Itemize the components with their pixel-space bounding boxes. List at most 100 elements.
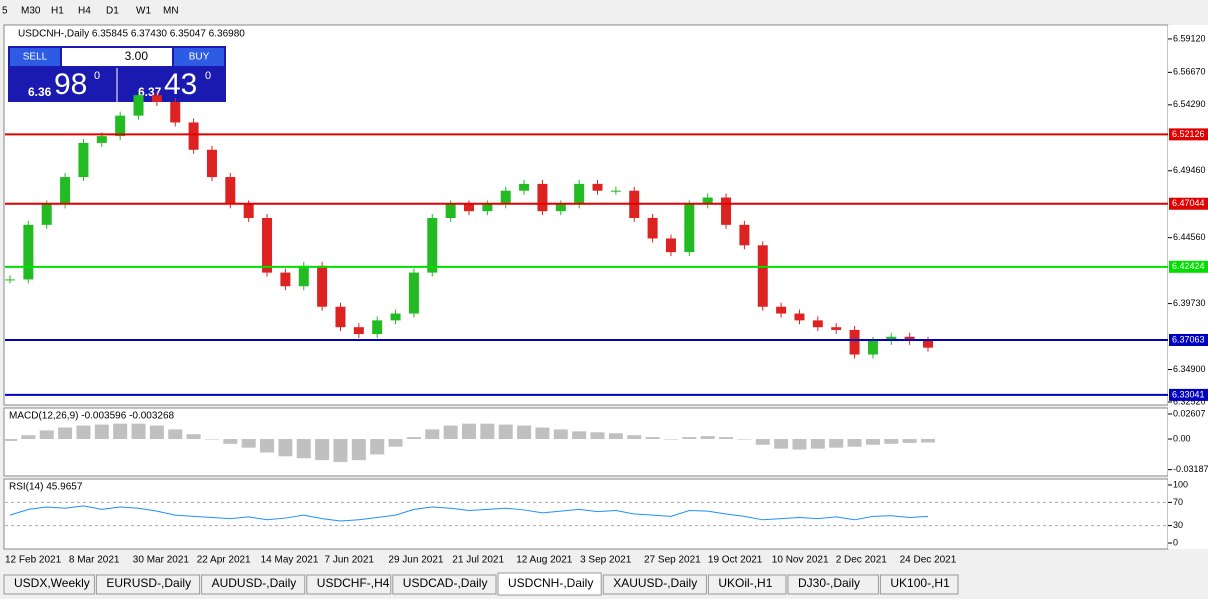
candle xyxy=(665,238,676,253)
candle xyxy=(60,177,71,205)
macd-bar xyxy=(260,439,275,453)
chart-tab[interactable] xyxy=(879,574,959,595)
sell-pips: 98 xyxy=(54,68,87,101)
timeframe-button[interactable]: H4 xyxy=(78,6,91,17)
candle xyxy=(133,95,144,116)
timeframe-button[interactable]: D1 xyxy=(106,6,119,17)
candle xyxy=(298,265,309,287)
date-label: 8 Mar 2021 xyxy=(69,555,120,566)
macd-bar xyxy=(645,437,660,440)
level-tag xyxy=(1169,388,1208,401)
buy-label: BUY xyxy=(189,52,210,63)
candle xyxy=(684,204,695,253)
timeframe-button[interactable]: MN xyxy=(163,6,179,17)
macd-bar xyxy=(572,431,587,440)
timeframe-button[interactable]: H1 xyxy=(51,6,64,17)
chart-tab-label[interactable]: XAUUSD-,Daily xyxy=(613,576,697,590)
sell-price: 6.36 xyxy=(28,85,52,99)
symbol-header: USDCNH-,Daily 6.35845 6.37430 6.35047 6.… xyxy=(18,29,245,40)
chart-tab[interactable] xyxy=(497,572,602,596)
candle xyxy=(41,204,52,225)
sell-fraction: 0 xyxy=(94,70,100,82)
macd-bar xyxy=(810,439,825,449)
candle xyxy=(574,183,585,205)
macd-bar xyxy=(902,439,917,443)
macd-bar xyxy=(168,429,183,440)
macd-bar xyxy=(113,423,128,440)
chart-tab[interactable] xyxy=(392,574,497,595)
date-label: 21 Jul 2021 xyxy=(452,555,504,566)
date-label: 22 Apr 2021 xyxy=(197,555,251,566)
rsi-tick-label: 70 xyxy=(1173,497,1183,507)
candle xyxy=(757,245,768,307)
candle xyxy=(555,204,566,212)
macd-bar xyxy=(682,437,697,440)
chart-tab-label[interactable]: AUDUSD-,Daily xyxy=(212,576,297,590)
price-tick-label: 6.34900 xyxy=(1173,364,1206,374)
timeframe-button[interactable]: 5 xyxy=(2,6,8,17)
macd-bar xyxy=(315,439,330,461)
chart-tab-label[interactable]: USDCAD-,Daily xyxy=(403,576,488,590)
candle xyxy=(592,183,603,191)
candle xyxy=(867,340,878,355)
price-tick-label: 6.49460 xyxy=(1173,165,1206,175)
candle xyxy=(243,204,254,219)
chart-tab[interactable] xyxy=(95,574,201,595)
macd-bar xyxy=(333,439,348,463)
date-label: 12 Feb 2021 xyxy=(5,555,62,566)
rsi-tick-label: 100 xyxy=(1173,479,1188,489)
candle xyxy=(170,101,181,123)
candle xyxy=(335,306,346,328)
candle xyxy=(702,197,713,205)
chart-tab[interactable] xyxy=(201,574,306,595)
macd-bar xyxy=(865,439,880,445)
macd-bar xyxy=(204,439,219,440)
candle xyxy=(445,204,456,219)
chart-tab-label[interactable]: USDCHF-,H4 xyxy=(317,576,390,590)
price-tick-label: 6.54290 xyxy=(1173,99,1206,109)
chart-tab[interactable] xyxy=(787,574,879,595)
sell-button[interactable] xyxy=(10,48,60,66)
macd-bar xyxy=(443,425,458,440)
timeframe-button[interactable]: M30 xyxy=(21,6,41,17)
candle xyxy=(390,313,401,321)
macd-bar xyxy=(719,437,734,440)
chart-tab-label[interactable]: USDX,Weekly xyxy=(14,576,90,590)
volume-box[interactable] xyxy=(62,48,172,66)
macd-bar xyxy=(406,437,421,440)
timeframe-button[interactable]: W1 xyxy=(136,6,151,17)
candle xyxy=(794,313,805,321)
date-label: 7 Jun 2021 xyxy=(325,555,375,566)
trade-panel[interactable]: SELL 3.00 BUY 6.36 98 0 6.37 43 0 xyxy=(8,46,226,102)
chart-tab-label[interactable]: DJ30-,Daily xyxy=(798,576,860,590)
chart-tab[interactable] xyxy=(707,574,787,595)
chart-tab-label[interactable]: USDCNH-,Daily xyxy=(508,576,593,590)
macd-bar xyxy=(21,435,36,440)
macd-label: MACD(12,26,9) -0.003596 -0.003268 xyxy=(9,411,175,422)
chart-tab-label[interactable]: UK100-,H1 xyxy=(890,576,950,590)
chart-tab[interactable] xyxy=(602,574,707,595)
candle xyxy=(849,329,860,355)
buy-button[interactable] xyxy=(174,48,224,66)
chart-tab[interactable] xyxy=(306,574,392,595)
macd-bar xyxy=(149,425,164,440)
macd-bar xyxy=(663,439,678,440)
candle xyxy=(225,177,236,205)
date-label: 2 Dec 2021 xyxy=(836,555,888,566)
date-label: 27 Sep 2021 xyxy=(644,555,701,566)
chart-tab-label[interactable]: UKOil-,H1 xyxy=(718,576,772,590)
candle xyxy=(280,272,291,287)
chart-tab-label[interactable]: EURUSD-,Daily xyxy=(106,576,191,590)
level-label: 6.42424 xyxy=(1172,261,1205,271)
macd-bar xyxy=(517,425,532,440)
macd-bar xyxy=(608,433,623,440)
candle xyxy=(776,306,787,314)
macd-bar xyxy=(774,439,789,449)
candle xyxy=(96,136,107,143)
level-label: 6.37063 xyxy=(1172,334,1205,344)
candle xyxy=(317,265,328,307)
rsi-line xyxy=(9,505,929,522)
date-label: 24 Dec 2021 xyxy=(900,555,957,566)
chart-tab[interactable] xyxy=(3,574,95,595)
sell-label: SELL xyxy=(23,52,48,63)
